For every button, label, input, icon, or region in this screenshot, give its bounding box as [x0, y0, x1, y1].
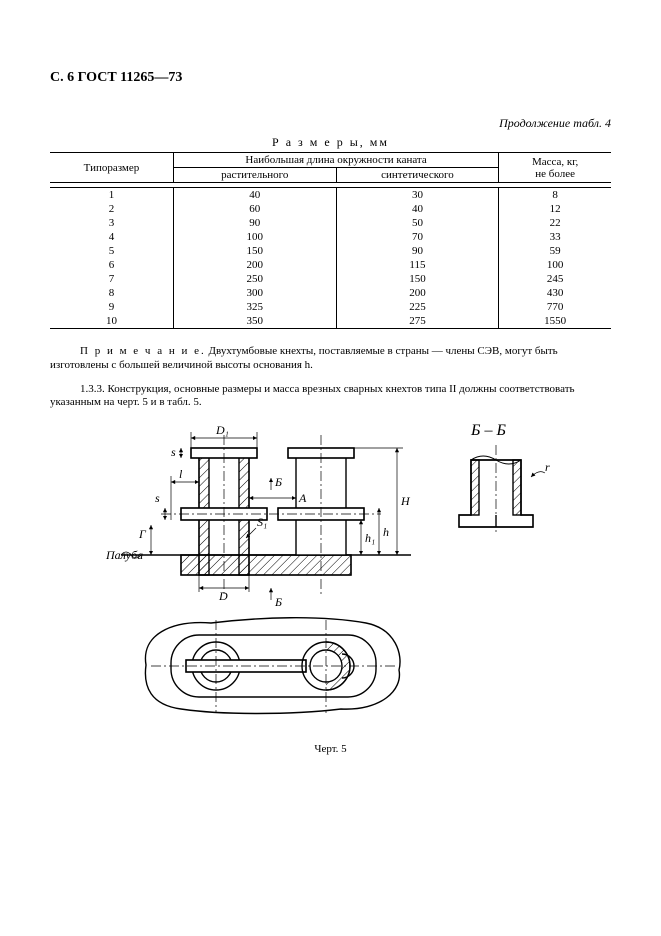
table-cell: 7 [50, 272, 173, 286]
table-cell: 22 [499, 216, 611, 230]
label-section: Б – Б [470, 422, 506, 439]
table-continuation: Продолжение табл. 4 [50, 116, 611, 131]
page-header: С. 6 ГОСТ 11265—73 [50, 70, 611, 86]
table-cell: 40 [173, 188, 336, 203]
label-s: s [171, 445, 176, 459]
table-cell: 245 [499, 272, 611, 286]
table-cell: 10 [50, 314, 173, 329]
table-cell: 8 [50, 286, 173, 300]
table-cell: 8 [499, 188, 611, 203]
table-cell: 59 [499, 244, 611, 258]
table-cell: 3 [50, 216, 173, 230]
table-cell: 2 [50, 202, 173, 216]
th-rope: Наибольшая длина окружности каната [173, 153, 498, 168]
note: П р и м е ч а н и е. Двухтумбовые кнехты… [50, 345, 611, 373]
table-row: 2604012 [50, 202, 611, 216]
note-label: П р и м е ч а н и е. [80, 345, 206, 357]
table-cell: 30 [336, 188, 499, 203]
table-cell: 60 [173, 202, 336, 216]
label-g: Г [138, 527, 147, 541]
th-plant: растительного [173, 168, 336, 183]
table-cell: 275 [336, 314, 499, 329]
table-cell: 250 [173, 272, 336, 286]
table-cell: 12 [499, 202, 611, 216]
table-row: 3905022 [50, 216, 611, 230]
table-row: 7250150245 [50, 272, 611, 286]
table-row: 8300200430 [50, 286, 611, 300]
table-row: 51509059 [50, 244, 611, 258]
label-s2: s [155, 491, 160, 505]
table-cell: 33 [499, 230, 611, 244]
table-cell: 150 [173, 244, 336, 258]
label-b2: Б [274, 595, 282, 609]
table-row: 9325225770 [50, 300, 611, 314]
th-type: Типоразмер [50, 153, 173, 183]
table-cell: 350 [173, 314, 336, 329]
table-cell: 90 [336, 244, 499, 258]
table-cell: 9 [50, 300, 173, 314]
table-cell: 40 [336, 202, 499, 216]
table-cell: 225 [336, 300, 499, 314]
table-cell: 325 [173, 300, 336, 314]
table-cell: 4 [50, 230, 173, 244]
th-synth: синтетического [336, 168, 499, 183]
table-cell: 5 [50, 244, 173, 258]
table-cell: 1 [50, 188, 173, 203]
label-paluba: Палуба [105, 548, 143, 562]
fig-elevation: Палуба [105, 423, 411, 609]
fig-section-bb: Б – Б r [459, 422, 550, 535]
table-cell: 430 [499, 286, 611, 300]
label-h1: h₁ [365, 531, 375, 545]
table-cell: 6 [50, 258, 173, 272]
dimensions-table: Типоразмер Наибольшая длина окружности к… [50, 152, 611, 331]
table-row: 6200115100 [50, 258, 611, 272]
label-h: h [383, 525, 389, 539]
table-cell: 1550 [499, 314, 611, 329]
fig-plan [145, 618, 400, 714]
table-row: 103502751550 [50, 314, 611, 329]
label-s1: S₁ [257, 515, 267, 529]
table-cell: 200 [336, 286, 499, 300]
table-title: Р а з м е р ы, мм [50, 135, 611, 150]
table-cell: 150 [336, 272, 499, 286]
table-cell: 115 [336, 258, 499, 272]
label-d1: D₁ [215, 423, 229, 437]
table-cell: 50 [336, 216, 499, 230]
table-cell: 100 [173, 230, 336, 244]
table-row: 41007033 [50, 230, 611, 244]
table-cell: 90 [173, 216, 336, 230]
table-cell: 200 [173, 258, 336, 272]
table-row: 140308 [50, 188, 611, 203]
table-cell: 70 [336, 230, 499, 244]
paragraph-133: 1.3.3. Конструкция, основные размеры и м… [50, 383, 611, 411]
label-a: A [298, 491, 307, 505]
label-l: l [179, 467, 183, 481]
label-r: r [545, 460, 550, 474]
table-cell: 100 [499, 258, 611, 272]
table-cell: 300 [173, 286, 336, 300]
figure-5: Палуба [50, 420, 611, 725]
label-hcap: H [400, 494, 411, 508]
label-b1: Б [274, 475, 282, 489]
th-mass: Масса, кг, не более [499, 153, 611, 183]
table-cell: 770 [499, 300, 611, 314]
label-d: D [218, 589, 228, 603]
figure-caption: Черт. 5 [50, 743, 611, 755]
